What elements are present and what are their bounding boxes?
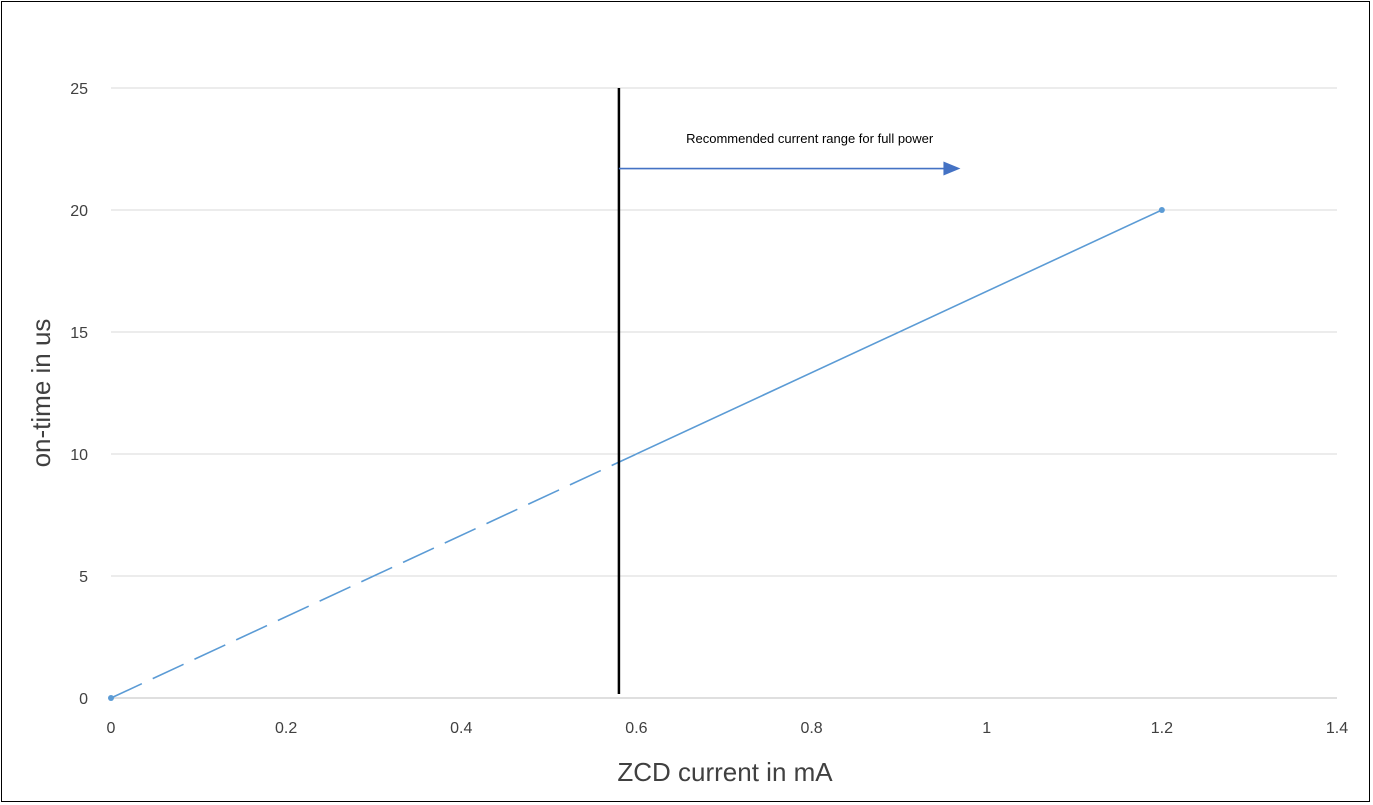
x-axis-title: ZCD current in mA — [617, 757, 833, 787]
y-tick-label: 0 — [79, 691, 88, 708]
annotation-layer: Recommended current range for full power — [617, 88, 961, 694]
series-line-solid — [618, 209, 1163, 463]
x-tick-label: 1.4 — [1326, 720, 1348, 737]
range-arrow-head — [943, 161, 961, 176]
x-tick-label: 0.8 — [800, 720, 822, 737]
y-tick-label: 15 — [70, 325, 88, 342]
y-axis-title: on-time in us — [26, 319, 56, 468]
series-layer — [108, 207, 1165, 701]
range-annotation-label: Recommended current range for full power — [686, 131, 934, 146]
y-tick-label: 5 — [79, 569, 88, 586]
grid-layer — [111, 87, 1337, 699]
series-line-dashed — [110, 461, 620, 699]
y-tick-label: 10 — [70, 447, 88, 464]
x-tick-label: 0.2 — [275, 720, 297, 737]
x-tick-label: 0.4 — [450, 720, 472, 737]
data-point — [108, 695, 114, 701]
data-point — [1158, 207, 1165, 213]
x-tick-label: 1 — [982, 720, 991, 737]
x-tick-label: 1.2 — [1151, 720, 1173, 737]
y-tick-labels: 0 5 10 15 20 25 — [70, 81, 88, 708]
y-tick-label: 20 — [70, 203, 88, 220]
x-tick-labels: 0 0.2 0.4 0.6 0.8 1 1.2 1.4 — [107, 720, 1349, 737]
x-tick-label: 0 — [107, 720, 116, 737]
x-tick-label: 0.6 — [625, 720, 647, 737]
y-tick-label: 25 — [70, 81, 88, 98]
